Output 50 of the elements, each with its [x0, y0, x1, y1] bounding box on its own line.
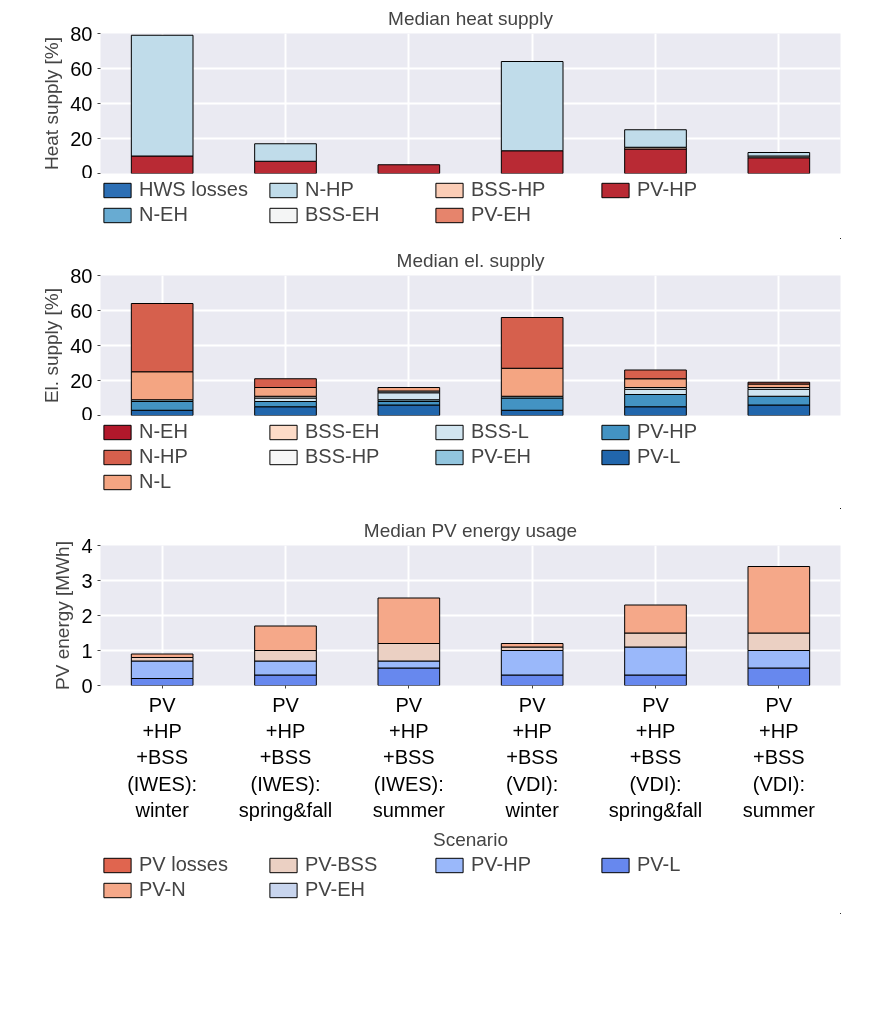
legend-label: PV-HP	[637, 178, 699, 201]
legend-label: PV-N	[139, 878, 187, 901]
legend-label: PV-HP	[471, 853, 533, 876]
x-tick-label: PV +HP +BSS (VDI): summer	[742, 693, 816, 822]
legend-label: PV-L	[637, 445, 682, 468]
y-tick-label: 2	[81, 604, 93, 627]
y-tick-label: 20	[70, 369, 93, 392]
legend-label: PV-EH	[471, 445, 533, 468]
y-tick-label: 60	[70, 299, 93, 322]
y-tick-label: 80	[70, 22, 93, 45]
legend-label: N-EH	[139, 420, 189, 443]
y-tick-label: 40	[70, 92, 93, 115]
chart-title: Median heat supply	[388, 7, 554, 29]
legend-label: N-HP	[305, 178, 355, 201]
x-tick-label: PV +HP +BSS (IWES): summer	[372, 693, 446, 822]
legend-label: N-HP	[139, 445, 189, 468]
legend-label: N-EH	[139, 203, 189, 226]
legend-label: BSS-EH	[305, 203, 381, 226]
y-axis-title: Heat supply [%]	[41, 36, 63, 171]
legend-label: N-L	[139, 470, 173, 493]
y-tick-label: 4	[81, 534, 93, 557]
x-tick-label: PV +HP +BSS (VDI): winter	[504, 693, 560, 822]
y-tick-label: 0	[81, 402, 93, 425]
y-tick-label: 40	[70, 334, 93, 357]
legend-label: BSS-HP	[471, 178, 547, 201]
x-tick-label: PV +HP +BSS (IWES): winter	[127, 693, 198, 822]
chart-title: Median PV energy usage	[363, 519, 578, 541]
legend-label: HWS losses	[139, 178, 249, 201]
legend-label: PV-EH	[471, 203, 533, 226]
legend-label: PV-HP	[637, 420, 699, 443]
x-tick-label: PV +HP +BSS (IWES): spring&fall	[238, 693, 333, 822]
y-tick-label: 1	[81, 639, 93, 662]
y-tick-label: 0	[81, 160, 93, 183]
y-tick-label: 20	[70, 127, 93, 150]
legend-label: PV losses	[139, 853, 229, 876]
legend-label: BSS-HP	[305, 445, 381, 468]
legend-label: BSS-EH	[305, 420, 381, 443]
legend-label: PV-BSS	[305, 853, 379, 876]
legend-label: PV-EH	[305, 878, 367, 901]
legend-label: PV-L	[637, 853, 682, 876]
y-axis-title: PV energy [MWh]	[52, 541, 74, 690]
y-tick-label: 80	[70, 264, 93, 287]
y-tick-label: 3	[81, 569, 93, 592]
y-axis-title: El. supply [%]	[41, 287, 63, 404]
x-axis-title: Scenario	[433, 829, 509, 851]
x-tick-label: PV +HP +BSS (VDI): spring&fall	[608, 693, 703, 822]
legend-label: BSS-L	[471, 420, 530, 443]
y-tick-label: 0	[81, 674, 93, 697]
chart-title: Median el. supply	[396, 249, 545, 271]
y-tick-label: 60	[70, 57, 93, 80]
